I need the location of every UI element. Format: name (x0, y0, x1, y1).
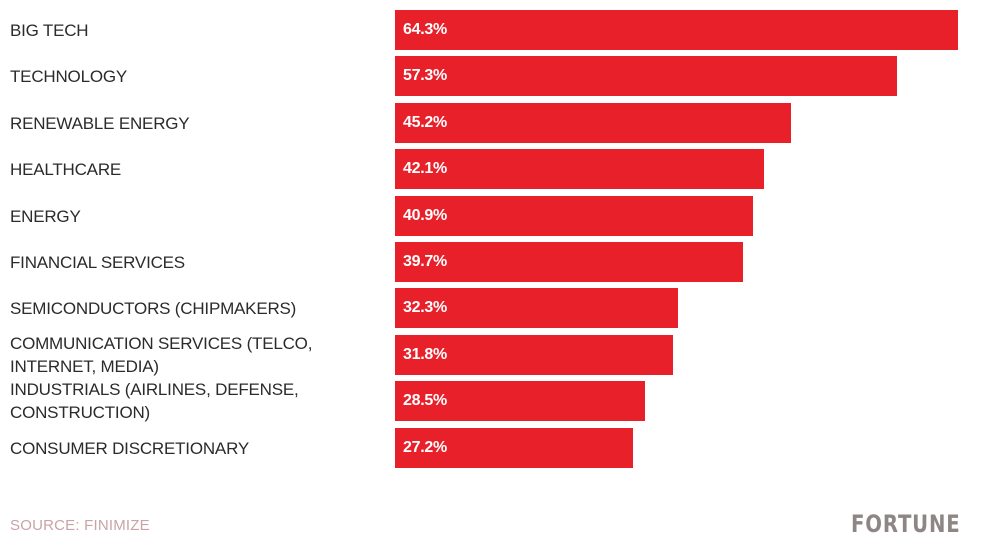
bar-value-label: 40.9% (403, 207, 447, 224)
bar (395, 335, 673, 375)
bar-value-label: 57.3% (403, 67, 447, 84)
bar-value-label: 39.7% (403, 253, 447, 270)
bar (395, 381, 645, 421)
bar-value-label: 45.2% (403, 114, 447, 131)
bar (395, 103, 791, 143)
category-label: TECHNOLOGY (10, 66, 128, 86)
bar (395, 149, 764, 189)
bar-value-label: 28.5% (403, 392, 447, 409)
bar (395, 56, 897, 96)
category-label: COMMUNICATION SERVICES (TELCO, INTERNET,… (10, 334, 313, 376)
category-label: CONSUMER DISCRETIONARY (10, 438, 249, 458)
bar-value-label: 27.2% (403, 439, 447, 456)
category-label: ENERGY (10, 206, 81, 226)
bar (395, 428, 633, 468)
bar (395, 196, 753, 236)
bar (395, 242, 743, 282)
category-label: BIG TECH (10, 20, 89, 40)
bar-value-label: 32.3% (403, 299, 447, 316)
bar-value-label: 31.8% (403, 346, 447, 363)
category-label: RENEWABLE ENERGY (10, 113, 190, 133)
category-label: SEMICONDUCTORS (CHIPMAKERS) (10, 298, 297, 318)
category-label: INDUSTRIALS (AIRLINES, DEFENSE, CONSTRUC… (10, 380, 299, 422)
bar-value-label: 64.3% (403, 21, 447, 38)
bar (395, 288, 678, 328)
category-label: HEALTHCARE (10, 159, 122, 179)
fortune-logo: FORTUNE (851, 510, 961, 538)
category-label: FINANCIAL SERVICES (10, 252, 185, 272)
bar (395, 10, 958, 50)
source-note: SOURCE: FINIMIZE (10, 517, 150, 534)
bar-value-label: 42.1% (403, 160, 447, 177)
